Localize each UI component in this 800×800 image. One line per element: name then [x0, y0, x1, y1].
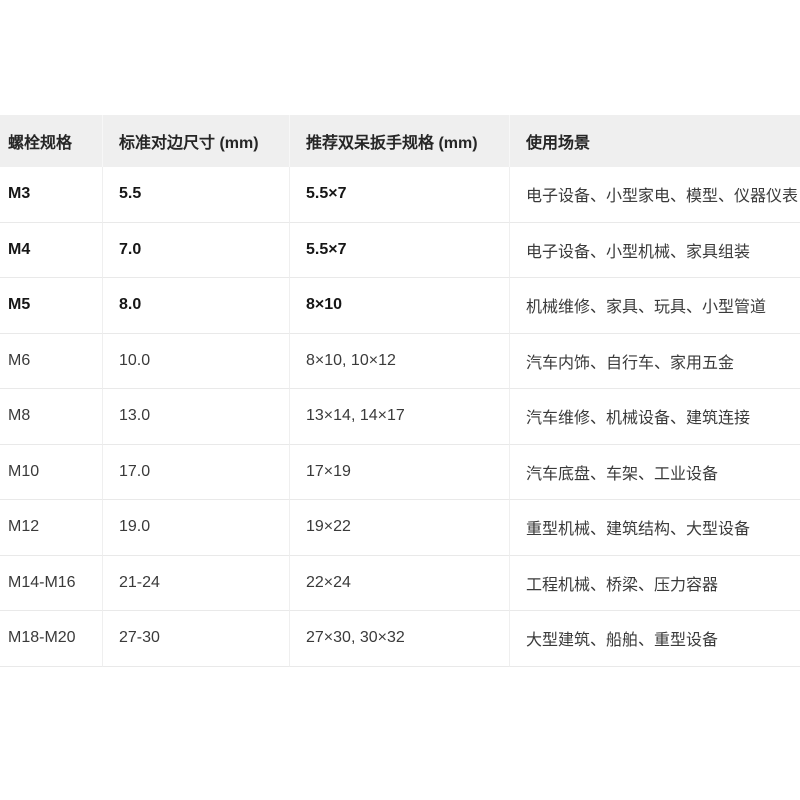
cell-flat-size: 27-30 [103, 611, 290, 667]
table-row: M5 8.0 8×10 机械维修、家具、玩具、小型管道 [0, 278, 800, 334]
cell-flat-size: 21-24 [103, 555, 290, 611]
column-header-wrench-spec: 推荐双呆扳手规格 (mm) [290, 115, 510, 167]
cell-usage: 电子设备、小型机械、家具组装 [510, 222, 800, 278]
bolt-wrench-spec-table-wrap: 螺栓规格 标准对边尺寸 (mm) 推荐双呆扳手规格 (mm) 使用场景 M3 5.… [0, 115, 800, 667]
column-header-flat-size: 标准对边尺寸 (mm) [103, 115, 290, 167]
cell-wrench-spec: 27×30, 30×32 [290, 611, 510, 667]
cell-bolt-spec: M3 [0, 167, 103, 223]
cell-flat-size: 8.0 [103, 278, 290, 334]
cell-wrench-spec: 22×24 [290, 555, 510, 611]
table-row: M6 10.0 8×10, 10×12 汽车内饰、自行车、家用五金 [0, 333, 800, 389]
bolt-wrench-spec-table: 螺栓规格 标准对边尺寸 (mm) 推荐双呆扳手规格 (mm) 使用场景 M3 5.… [0, 115, 800, 667]
cell-flat-size: 7.0 [103, 222, 290, 278]
table-row: M14-M16 21-24 22×24 工程机械、桥梁、压力容器 [0, 555, 800, 611]
cell-flat-size: 10.0 [103, 333, 290, 389]
table-row: M8 13.0 13×14, 14×17 汽车维修、机械设备、建筑连接 [0, 389, 800, 445]
cell-wrench-spec: 19×22 [290, 500, 510, 556]
cell-bolt-spec: M4 [0, 222, 103, 278]
cell-flat-size: 13.0 [103, 389, 290, 445]
cell-bolt-spec: M6 [0, 333, 103, 389]
cell-bolt-spec: M10 [0, 444, 103, 500]
cell-wrench-spec: 8×10 [290, 278, 510, 334]
cell-wrench-spec: 17×19 [290, 444, 510, 500]
column-header-usage: 使用场景 [510, 115, 800, 167]
cell-usage: 汽车内饰、自行车、家用五金 [510, 333, 800, 389]
table-row: M18-M20 27-30 27×30, 30×32 大型建筑、船舶、重型设备 [0, 611, 800, 667]
cell-wrench-spec: 5.5×7 [290, 222, 510, 278]
cell-usage: 汽车维修、机械设备、建筑连接 [510, 389, 800, 445]
table-body: M3 5.5 5.5×7 电子设备、小型家电、模型、仪器仪表 M4 7.0 5.5×7 电子设… [0, 167, 800, 667]
cell-bolt-spec: M5 [0, 278, 103, 334]
header-row: 螺栓规格 标准对边尺寸 (mm) 推荐双呆扳手规格 (mm) 使用场景 [0, 115, 800, 167]
table-row: M10 17.0 17×19 汽车底盘、车架、工业设备 [0, 444, 800, 500]
cell-wrench-spec: 13×14, 14×17 [290, 389, 510, 445]
cell-bolt-spec: M8 [0, 389, 103, 445]
cell-usage: 工程机械、桥梁、压力容器 [510, 555, 800, 611]
cell-usage: 电子设备、小型家电、模型、仪器仪表 [510, 167, 800, 223]
cell-usage: 重型机械、建筑结构、大型设备 [510, 500, 800, 556]
cell-usage: 大型建筑、船舶、重型设备 [510, 611, 800, 667]
cell-flat-size: 5.5 [103, 167, 290, 223]
table-row: M3 5.5 5.5×7 电子设备、小型家电、模型、仪器仪表 [0, 167, 800, 223]
cell-usage: 汽车底盘、车架、工业设备 [510, 444, 800, 500]
cell-flat-size: 19.0 [103, 500, 290, 556]
cell-flat-size: 17.0 [103, 444, 290, 500]
cell-wrench-spec: 5.5×7 [290, 167, 510, 223]
table-row: M12 19.0 19×22 重型机械、建筑结构、大型设备 [0, 500, 800, 556]
column-header-bolt-spec: 螺栓规格 [0, 115, 103, 167]
cell-bolt-spec: M12 [0, 500, 103, 556]
cell-bolt-spec: M14-M16 [0, 555, 103, 611]
cell-usage: 机械维修、家具、玩具、小型管道 [510, 278, 800, 334]
cell-bolt-spec: M18-M20 [0, 611, 103, 667]
table-row: M4 7.0 5.5×7 电子设备、小型机械、家具组装 [0, 222, 800, 278]
cell-wrench-spec: 8×10, 10×12 [290, 333, 510, 389]
